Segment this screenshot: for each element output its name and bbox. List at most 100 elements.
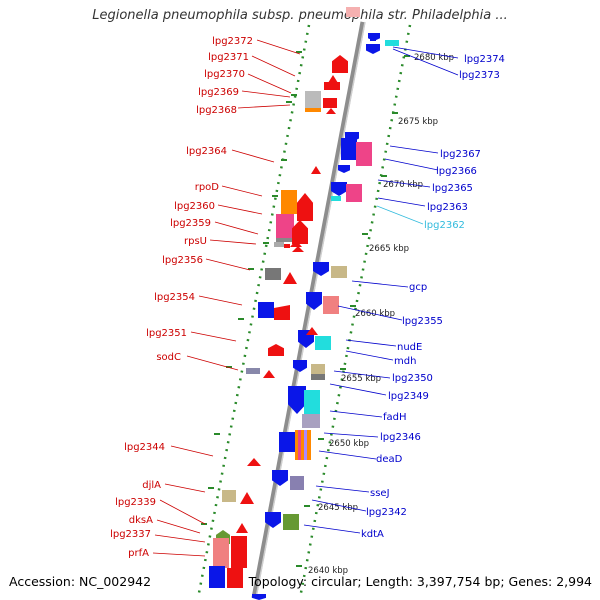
leader-line [392, 46, 459, 59]
leader-line [190, 331, 237, 342]
gene-arrow-small [283, 272, 297, 284]
gene-block [274, 242, 284, 247]
gene-label-right: lpg2349 [388, 391, 429, 402]
gene-arrow-small [290, 240, 302, 247]
gene-label-right: lpg2374 [464, 54, 505, 65]
gene-arrow [274, 305, 290, 320]
leader-line [311, 499, 367, 512]
gene-arrow-small [236, 523, 248, 533]
gene-block [281, 190, 297, 214]
kbp-label: 2640 kbp [308, 566, 348, 576]
leader-line [198, 295, 243, 306]
gene-block [304, 390, 320, 416]
chromosome-backbone [251, 21, 366, 599]
gene-label-left: lpg2369 [198, 87, 239, 98]
ruler-tick [281, 159, 287, 161]
leader-line [377, 179, 431, 188]
gene-arrow-reverse [366, 44, 380, 54]
gene-arrow-forward [332, 55, 348, 73]
gene-label-left: lpg2337 [110, 529, 151, 540]
gene-block [276, 238, 294, 242]
kbp-label: 2675 kbp [398, 117, 438, 127]
gene-block [385, 40, 399, 46]
gene-label-left: lpg2344 [124, 442, 165, 453]
leader-line [256, 39, 301, 55]
kbp-label: 2645 kbp [318, 503, 358, 513]
leader-line [333, 370, 391, 379]
gene-block [265, 268, 281, 280]
gene-label-right: lpg2355 [402, 316, 443, 327]
gene-arrow-small [306, 327, 318, 335]
gene-block [346, 184, 362, 202]
leader-line [186, 355, 239, 371]
leader-line [323, 432, 379, 438]
leader-line [329, 410, 383, 418]
leader-line [205, 258, 251, 271]
ruler-tick [296, 565, 302, 567]
leader-line [377, 197, 426, 207]
gene-label-right: deaD [376, 454, 403, 465]
gene-arrow-reverse [265, 512, 281, 528]
kbp-label: 2670 kbp [383, 180, 423, 190]
gene-block [227, 568, 243, 588]
gene-label-left: lpg2360 [174, 201, 215, 212]
gene-block [279, 432, 295, 452]
gene-label-left: lpg2370 [204, 69, 245, 80]
leader-line [251, 55, 296, 77]
ruler-line-right [298, 24, 412, 599]
gene-block [311, 364, 325, 374]
gene-block [304, 430, 307, 460]
gene-label-right: lpg2367 [440, 149, 481, 160]
gene-label-right: kdtA [361, 529, 384, 540]
ruler-tick [272, 195, 278, 197]
accession-text: Accession: NC_002942 [9, 574, 152, 589]
gene-arrow-small [247, 458, 261, 466]
gene-block [331, 266, 347, 278]
gene-label-right: gcp [409, 282, 427, 293]
gene-label-right: sseJ [370, 488, 390, 499]
ruler-tick [296, 51, 302, 53]
leader-line [318, 450, 377, 460]
gene-label-right: lpg2363 [427, 202, 468, 213]
kbp-label: 2650 kbp [329, 439, 369, 449]
gene-arrow-reverse [331, 182, 347, 196]
kbp-label: 2665 kbp [369, 244, 409, 254]
gene-label-right: fadH [383, 412, 407, 423]
ruler-tick [304, 505, 310, 507]
gene-arrow-reverse [368, 33, 380, 41]
gene-label-left: lpg2364 [186, 146, 227, 157]
ruler-tick [381, 175, 387, 177]
leader-line [351, 280, 409, 288]
leader-line [164, 483, 206, 493]
gene-block [305, 91, 321, 111]
ruler-tick [201, 523, 207, 525]
leader-line [170, 445, 214, 457]
ruler-tick [350, 305, 356, 307]
gene-block [276, 214, 294, 242]
kbp-label: 2655 kbp [341, 374, 381, 384]
gene-block [246, 368, 260, 374]
gene-block [231, 536, 247, 550]
gene-arrow-forward [292, 220, 308, 244]
gene-label-right: lpg2366 [436, 166, 477, 177]
gene-block [331, 196, 341, 201]
gene-label-left: prfA [128, 548, 149, 559]
leader-line [154, 534, 206, 543]
gene-arrow-reverse [252, 594, 266, 600]
gene-label-left: lpg2371 [208, 52, 249, 63]
backbone-highlight [255, 21, 366, 599]
gene-arrow-small [328, 75, 338, 83]
genome-summary-text: Topology: circular; Length: 3,397,754 bp… [248, 574, 592, 589]
ruler-tick [208, 487, 214, 489]
ruler-tick [226, 366, 232, 368]
leader-line [315, 485, 370, 493]
ruler-tick [248, 268, 254, 270]
leader-line [303, 524, 361, 534]
gene-arrow-small [311, 166, 321, 174]
leader-line [152, 552, 206, 557]
gene-arrow-small [292, 246, 304, 252]
organism-title: Legionella pneumophila subsp. pneumophil… [92, 8, 508, 23]
gene-label-left: djlA [142, 480, 161, 491]
gene-label-right: lpg2373 [459, 70, 500, 81]
